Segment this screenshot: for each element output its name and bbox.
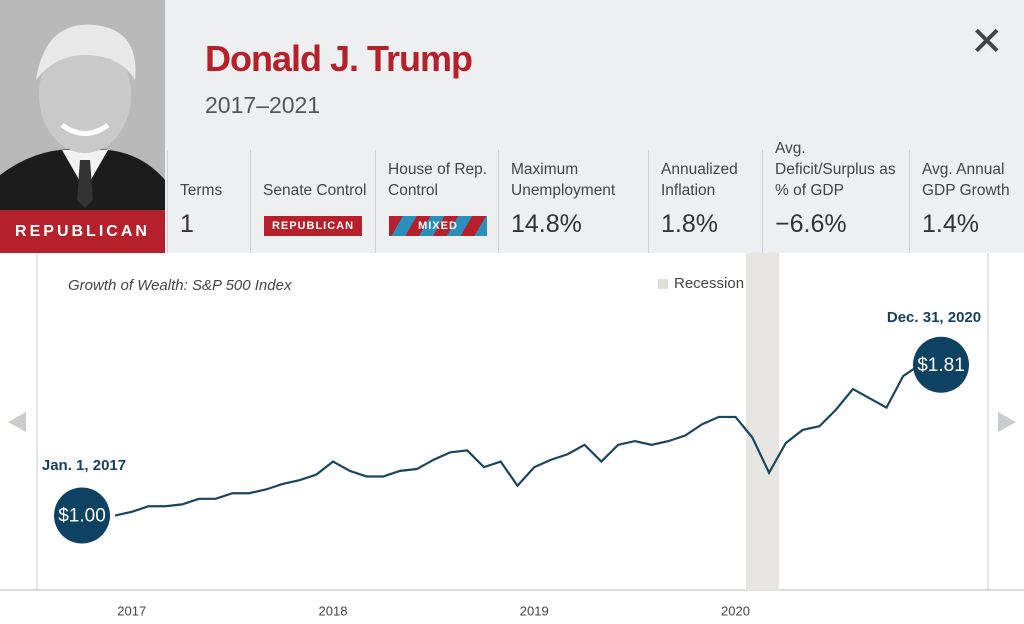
value-bubble xyxy=(54,487,110,544)
stat-value: 1 xyxy=(180,210,194,238)
stat-cell: Senate Control REPUBLICAN xyxy=(250,150,375,253)
stat-value: 1.8% xyxy=(661,210,718,238)
x-tick-label: 2020 xyxy=(721,603,750,618)
stat-value: −6.6% xyxy=(775,210,847,238)
stat-cell: Avg. Annual GDP Growth 1.4% xyxy=(909,150,1024,253)
stat-value: 14.8% xyxy=(511,210,582,238)
stat-label: Senate Control xyxy=(263,182,367,199)
stat-label: Maximum Unemployment xyxy=(511,161,616,199)
term-years: 2017–2021 xyxy=(205,92,321,118)
header: REPUBLICAN Donald J. Trump 2017–2021 ✕ T… xyxy=(0,0,1024,253)
stat-label: Avg. Deficit/Surplus as % of GDP xyxy=(775,140,896,199)
x-tick-label: 2019 xyxy=(520,603,549,618)
close-button[interactable]: ✕ xyxy=(970,20,1004,64)
x-tick-label: 2017 xyxy=(117,603,146,618)
stat-badge: REPUBLICAN xyxy=(264,216,362,236)
stat-badge: MIXED xyxy=(389,216,487,236)
next-arrow[interactable] xyxy=(998,412,1016,432)
chart: Growth of Wealth: S&P 500 Index Recessio… xyxy=(0,253,1024,618)
stat-label: House of Rep. Control xyxy=(388,161,488,199)
prev-arrow[interactable] xyxy=(8,412,26,432)
chart-title: Growth of Wealth: S&P 500 Index xyxy=(68,277,292,294)
president-name: Donald J. Trump xyxy=(205,38,473,79)
value-label: $1.00 xyxy=(58,506,106,527)
stat-value: 1.4% xyxy=(922,210,979,238)
stat-cell: House of Rep. Control MIXED xyxy=(375,150,498,253)
stat-label: Annualized Inflation xyxy=(661,161,738,199)
stat-cell: Terms 1 xyxy=(167,150,250,253)
x-tick-label: 2018 xyxy=(319,603,348,618)
stat-cell: Annualized Inflation 1.8% xyxy=(648,150,762,253)
annotation: Jan. 1, 2017 xyxy=(42,457,126,474)
stat-cell: Avg. Deficit/Surplus as % of GDP −6.6% xyxy=(762,140,909,253)
stat-label: Terms xyxy=(180,182,223,199)
stat-label: Avg. Annual GDP Growth xyxy=(922,161,1010,199)
value-bubble xyxy=(913,336,969,393)
annotation: Dec. 31, 2020 xyxy=(887,309,981,326)
party-label: REPUBLICAN xyxy=(0,210,165,253)
portrait xyxy=(0,0,165,210)
line xyxy=(114,363,921,517)
legend-label: Recession xyxy=(674,275,744,292)
value-label: $1.81 xyxy=(917,355,965,376)
stat-cell: Maximum Unemployment 14.8% xyxy=(498,150,648,253)
